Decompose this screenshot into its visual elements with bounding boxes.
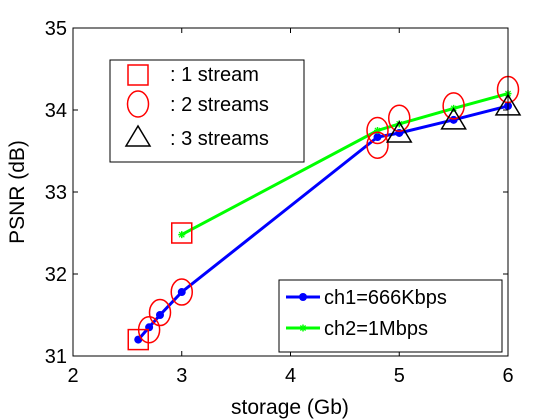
triangle-stream-marker-1 <box>440 107 467 130</box>
series-1-point-2 <box>156 311 164 319</box>
series-legend-label-ch1: ch1=666Kbps <box>324 287 447 309</box>
x-axis-label: storage (Gb) <box>231 396 349 419</box>
y-tick-label-1: 32 <box>45 264 67 286</box>
x-tick-label-0: 2 <box>67 365 78 387</box>
circle-stream-marker-3 <box>366 116 389 145</box>
circle-stream-marker-5 <box>388 104 411 132</box>
stream-legend-symbol-3 <box>124 124 152 147</box>
series-legend: ch1=666Kbps ch2=1Mbps <box>278 279 503 353</box>
stream-legend: : 1 stream : 2 streams : 3 streams <box>109 59 305 163</box>
series-legend-marker-2-d2 <box>299 324 307 332</box>
y-tick-label-0: 31 <box>45 346 67 368</box>
square-stream-marker-1 <box>171 222 193 244</box>
x-tick-label-2: 4 <box>285 365 296 387</box>
circle-stream-marker-4 <box>366 131 389 160</box>
y-tick-label-2: 33 <box>45 182 67 204</box>
stream-marker-layer <box>127 75 522 351</box>
y-tick-label-4: 35 <box>45 18 67 40</box>
series-legend-marker-1 <box>299 293 307 301</box>
series-1-point-6 <box>449 115 458 124</box>
series-2-point-0-d2 <box>178 231 185 238</box>
x-tick-label-4: 6 <box>502 365 513 387</box>
y-tick-label-3: 34 <box>45 100 67 122</box>
stream-legend-label-3: : 3 streams <box>170 128 269 150</box>
series-1-point-3 <box>177 288 186 297</box>
circle-stream-marker-2 <box>170 278 193 306</box>
x-tick-label-1: 3 <box>176 365 187 387</box>
y-axis-label: PSNR (dB) <box>6 140 29 244</box>
series-legend-symbols <box>286 293 320 332</box>
circle-stream-marker-0 <box>137 316 161 344</box>
stream-legend-label-2: : 2 streams <box>170 94 269 116</box>
circle-stream-marker-6 <box>442 92 465 120</box>
series-legend-box <box>278 279 503 353</box>
stream-legend-label-1: : 1 stream <box>170 64 259 86</box>
circle-stream-marker-1 <box>148 298 172 327</box>
series-layer <box>134 90 512 344</box>
stream-legend-box <box>109 59 305 163</box>
stream-legend-symbols <box>124 64 152 147</box>
stream-legend-symbol-1 <box>127 64 149 86</box>
x-tick-label-3: 5 <box>394 365 405 387</box>
stream-legend-symbol-2 <box>126 90 150 118</box>
series-1-point-4 <box>373 133 382 142</box>
series-legend-label-ch2: ch2=1Mbps <box>324 318 428 340</box>
triangle-stream-marker-0 <box>385 120 413 143</box>
